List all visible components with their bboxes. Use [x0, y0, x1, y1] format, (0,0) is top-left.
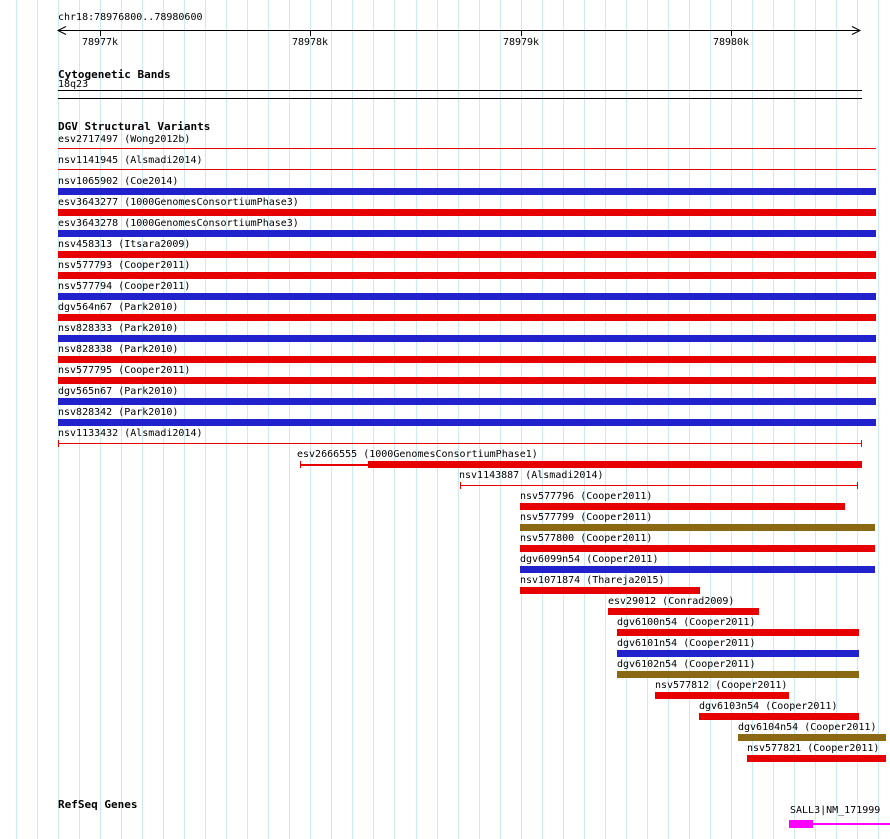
ruler-tickmark: [521, 30, 522, 36]
variant-bar-nsv1065902[interactable]: [58, 188, 876, 195]
variant-label-nsv828338[interactable]: nsv828338 (Park2010): [58, 344, 179, 355]
gene-tail-line: [813, 823, 890, 825]
variant-label-nsv1143887[interactable]: nsv1143887 (Alsmadi2014): [459, 470, 604, 481]
variant-bar-dgv6099n54[interactable]: [520, 566, 875, 573]
variant-label-dgv6099n54[interactable]: dgv6099n54 (Cooper2011): [520, 554, 659, 565]
variant-bar-dgv6102n54[interactable]: [617, 671, 859, 678]
variant-label-dgv6100n54[interactable]: dgv6100n54 (Cooper2011): [617, 617, 756, 628]
variant-label-nsv458313[interactable]: nsv458313 (Itsara2009): [58, 239, 191, 250]
variant-bar-dgv565n67[interactable]: [58, 398, 876, 405]
gridline: [15, 0, 17, 839]
variant-label-esv2717497[interactable]: esv2717497 (Wong2012b): [58, 134, 191, 145]
variant-bar-nsv577800[interactable]: [520, 545, 875, 552]
variant-bar-nsv1133432[interactable]: [58, 443, 862, 444]
variant-bar-nsv458313[interactable]: [58, 251, 876, 258]
cytoband-bar[interactable]: [58, 90, 862, 99]
ruler-tickmark: [731, 30, 732, 36]
variant-bar-nsv828338[interactable]: [58, 356, 876, 363]
variant-bar-nsv577793[interactable]: [58, 272, 876, 279]
variant-bar-nsv577795[interactable]: [58, 377, 876, 384]
gridline: [878, 0, 880, 839]
ruler-tick-label: 78977k: [81, 37, 119, 48]
ruler-right-arrow-icon: [851, 26, 862, 35]
variant-bar-nsv828342[interactable]: [58, 419, 876, 426]
variant-label-esv2666555[interactable]: esv2666555 (1000GenomesConsortiumPhase1): [297, 449, 538, 460]
ruler-tickmark: [100, 30, 101, 36]
variant-label-dgv564n67[interactable]: dgv564n67 (Park2010): [58, 302, 179, 313]
ruler-tick-label: 78978k: [291, 37, 329, 48]
variant-label-esv3643277[interactable]: esv3643277 (1000GenomesConsortiumPhase3): [58, 197, 299, 208]
variant-bar-nsv577799[interactable]: [520, 524, 875, 531]
gene-bar[interactable]: [789, 820, 813, 828]
variant-bar-esv3643278[interactable]: [58, 230, 876, 237]
variant-label-nsv577812[interactable]: nsv577812 (Cooper2011): [655, 680, 788, 691]
variant-label-nsv577800[interactable]: nsv577800 (Cooper2011): [520, 533, 653, 544]
gridline: [36, 0, 38, 839]
variant-bar-nsv577796[interactable]: [520, 503, 845, 510]
variant-label-nsv828333[interactable]: nsv828333 (Park2010): [58, 323, 179, 334]
gene-label[interactable]: SALL3|NM_171999: [790, 805, 881, 816]
variant-label-nsv577793[interactable]: nsv577793 (Cooper2011): [58, 260, 191, 271]
section-title-dgv: DGV Structural Variants: [58, 120, 211, 133]
variant-label-nsv1133432[interactable]: nsv1133432 (Alsmadi2014): [58, 428, 203, 439]
section-title-cytogenetic: Cytogenetic Bands: [58, 68, 171, 81]
variant-bar-nsv577812[interactable]: [655, 692, 789, 699]
ruler-left-arrow-icon: [56, 26, 67, 35]
variant-label-dgv6103n54[interactable]: dgv6103n54 (Cooper2011): [699, 701, 838, 712]
variant-label-nsv1141945[interactable]: nsv1141945 (Alsmadi2014): [58, 155, 203, 166]
variant-label-nsv577795[interactable]: nsv577795 (Cooper2011): [58, 365, 191, 376]
variant-bar-esv2666555[interactable]: [300, 464, 368, 466]
ruler-tick-label: 78980k: [712, 37, 750, 48]
variant-label-nsv577796[interactable]: nsv577796 (Cooper2011): [520, 491, 653, 502]
variant-bar-dgv6104n54[interactable]: [738, 734, 886, 741]
variant-bar-nsv1141945[interactable]: [58, 169, 876, 170]
variant-bar-nsv1143887[interactable]: [460, 485, 858, 486]
variant-label-esv29012[interactable]: esv29012 (Conrad2009): [608, 596, 735, 607]
variant-bar-nsv1071874[interactable]: [520, 587, 700, 594]
variant-bar-esv2666555[interactable]: [368, 461, 862, 468]
variant-bar-dgv6101n54[interactable]: [617, 650, 859, 657]
section-title-refseq: RefSeq Genes: [58, 798, 138, 811]
variant-label-nsv577794[interactable]: nsv577794 (Cooper2011): [58, 281, 191, 292]
variant-label-esv3643278[interactable]: esv3643278 (1000GenomesConsortiumPhase3): [58, 218, 299, 229]
region-title: chr18:78976800..78980600: [58, 12, 203, 23]
ruler-tickmark: [310, 30, 311, 36]
variant-bar-nsv828333[interactable]: [58, 335, 876, 342]
variant-label-nsv1071874[interactable]: nsv1071874 (Thareja2015): [520, 575, 665, 586]
variant-label-nsv577821[interactable]: nsv577821 (Cooper2011): [747, 743, 880, 754]
variant-bar-esv2717497[interactable]: [58, 148, 876, 149]
variant-label-dgv565n67[interactable]: dgv565n67 (Park2010): [58, 386, 179, 397]
variant-label-dgv6104n54[interactable]: dgv6104n54 (Cooper2011): [738, 722, 877, 733]
variant-label-nsv577799[interactable]: nsv577799 (Cooper2011): [520, 512, 653, 523]
variant-bar-nsv577794[interactable]: [58, 293, 876, 300]
variant-label-nsv828342[interactable]: nsv828342 (Park2010): [58, 407, 179, 418]
variant-bar-dgv564n67[interactable]: [58, 314, 876, 321]
variant-bar-nsv577821[interactable]: [747, 755, 886, 762]
variant-label-nsv1065902[interactable]: nsv1065902 (Coe2014): [58, 176, 179, 187]
variant-bar-dgv6100n54[interactable]: [617, 629, 859, 636]
cytoband-label: 18q23: [58, 79, 89, 90]
ruler-tick-label: 78979k: [502, 37, 540, 48]
variant-label-dgv6101n54[interactable]: dgv6101n54 (Cooper2011): [617, 638, 756, 649]
ruler-axis[interactable]: [0, 0, 890, 48]
variant-label-dgv6102n54[interactable]: dgv6102n54 (Cooper2011): [617, 659, 756, 670]
variant-bar-dgv6103n54[interactable]: [699, 713, 859, 720]
variant-bar-esv29012[interactable]: [608, 608, 759, 615]
variant-bar-esv3643277[interactable]: [58, 209, 876, 216]
